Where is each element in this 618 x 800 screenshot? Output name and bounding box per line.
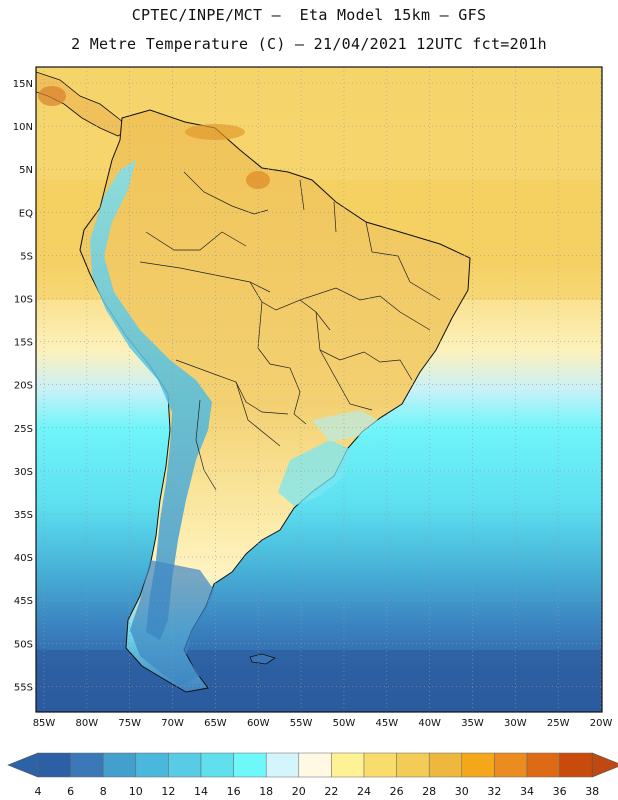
latitude-label: 5N (19, 165, 33, 176)
cold-southern-band (36, 650, 602, 712)
colorbar-segment (135, 752, 169, 778)
latitude-label: 20S (14, 381, 33, 392)
colorbar-segment (298, 752, 332, 778)
colorbar-tick-label: 20 (292, 785, 306, 798)
longitude-axis: 85W 80W 75W 70W 65W 60W 55W 50W 45W 40W 35W 30W 25W 2… (33, 718, 613, 729)
longitude-label: 40W (418, 718, 441, 729)
falkland-islands (249, 653, 276, 665)
temperature-colorbar: 4 6 8 10 12 14 16 18 20 22 24 26 28 30 32 34 36 38 (7, 752, 618, 798)
latitude-axis: 15N 10N 5N EQ 5S 10S 15S 20S 25S 30S 35S 40S 45S 50S 5… (13, 79, 33, 693)
longitude-label: 85W (33, 718, 56, 729)
colorbar-tick-label: 28 (422, 785, 436, 798)
colorbar-segment (200, 752, 234, 778)
colorbar-tick-label: 34 (520, 785, 534, 798)
colorbar-tick-label: 8 (100, 785, 107, 798)
colorbar-segment (526, 752, 560, 778)
central-america-hot-spot (38, 86, 66, 106)
colorbar-tick-label: 32 (487, 785, 501, 798)
latitude-label: 10S (14, 295, 33, 306)
longitude-label: 35W (461, 718, 484, 729)
colorbar-tick-label: 14 (194, 785, 208, 798)
colorbar-segment (428, 752, 463, 778)
colorbar-tick-label: 24 (357, 785, 371, 798)
southern-brazil-cool-area (278, 440, 352, 506)
latitude-label: EQ (19, 208, 33, 219)
longitude-label: 75W (118, 718, 141, 729)
latitude-label: 15S (14, 338, 33, 349)
colorbar-high-arrow (591, 752, 618, 778)
map-title-line1: CPTEC/INPE/MCT – Eta Model 15km – GFS (131, 6, 487, 24)
latitude-label: 15N (13, 79, 33, 90)
latitude-label: 10N (13, 122, 33, 133)
map-frame (35, 66, 603, 713)
longitude-label: 80W (76, 718, 99, 729)
colorbar-segment (331, 752, 365, 778)
colorbar-tick-label: 6 (67, 785, 74, 798)
latitude-label: 50S (14, 639, 33, 650)
longitude-label: 55W (290, 718, 313, 729)
colorbar-low-arrow (7, 752, 39, 778)
colorbar-segment (396, 752, 430, 778)
colorbar-segment (233, 752, 267, 778)
map-plot-area (36, 67, 602, 712)
colorbar-tick-label: 22 (324, 785, 338, 798)
longitude-label: 65W (204, 718, 227, 729)
colorbar-segment (363, 752, 397, 778)
southeast-coast-cool-area (312, 410, 378, 442)
longitude-label: 50W (333, 718, 356, 729)
latitude-label: 5S (20, 251, 33, 262)
latitude-label: 40S (14, 553, 33, 564)
latitude-label: 30S (14, 467, 33, 478)
colorbar-tick-label: 36 (553, 785, 567, 798)
colorbar-tick-label: 38 (585, 785, 599, 798)
longitude-label: 45W (375, 718, 398, 729)
colorbar-tick-label: 16 (227, 785, 241, 798)
colorbar-segment (70, 752, 104, 778)
latitude-label: 55S (14, 682, 33, 693)
map-title-line2: 2 Metre Temperature (C) – 21/04/2021 12U… (71, 35, 547, 53)
longitude-label: 30W (504, 718, 527, 729)
colorbar-segment (494, 752, 528, 778)
latitude-label: 45S (14, 596, 33, 607)
colorbar-tick-label: 4 (35, 785, 42, 798)
colorbar-tick-label: 12 (161, 785, 175, 798)
colorbar-segment (168, 752, 202, 778)
longitude-label: 60W (247, 718, 270, 729)
venezuela-hot-spot (185, 124, 245, 140)
colorbar-tick-label: 26 (390, 785, 404, 798)
longitude-label: 25W (547, 718, 570, 729)
longitude-label: 20W (590, 718, 613, 729)
colorbar-segment (37, 752, 71, 778)
colorbar-tick-label: 18 (259, 785, 273, 798)
patagonia-cold-region (130, 560, 214, 686)
andes-cold-strip (90, 160, 212, 640)
colorbar-tick-label: 10 (129, 785, 143, 798)
colorbar-segment (265, 752, 300, 778)
longitude-label: 70W (161, 718, 184, 729)
latitude-label: 25S (14, 424, 33, 435)
colorbar-tick-label: 30 (455, 785, 469, 798)
colorbar-segment (559, 752, 593, 778)
colorbar-segment (461, 752, 495, 778)
latitude-label: 35S (14, 510, 33, 521)
colorbar-segment (102, 752, 137, 778)
